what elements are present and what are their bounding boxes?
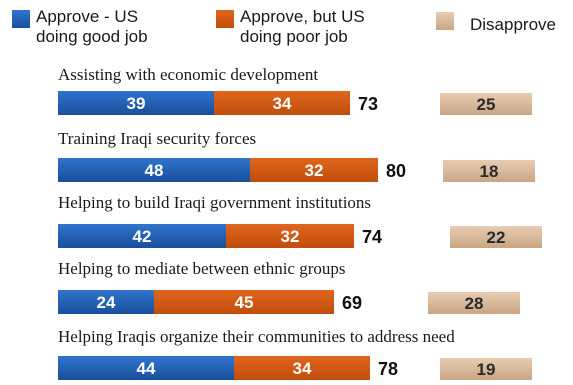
bar-value-label: 44 xyxy=(137,359,156,378)
disapprove-value-label: 18 xyxy=(480,162,499,181)
bar-value-label: 34 xyxy=(273,94,292,113)
bar-approve-good xyxy=(58,224,226,248)
category-label: Helping Iraqis organize their communitie… xyxy=(58,327,455,346)
total-label: 69 xyxy=(342,293,362,313)
bar-value-label: 32 xyxy=(305,161,324,180)
total-label: 80 xyxy=(386,161,406,181)
bar-disapprove xyxy=(443,160,535,182)
disapprove-value-label: 19 xyxy=(477,360,496,379)
category-label: Helping to build Iraqi government instit… xyxy=(58,193,371,212)
bar-approve-poor xyxy=(214,91,350,115)
chart-rows: Assisting with economic development 39 34 7… xyxy=(58,65,542,380)
bar-value-label: 48 xyxy=(145,161,164,180)
bar-approve-poor xyxy=(250,158,378,182)
bar-disapprove xyxy=(450,226,542,248)
chart-row: Helping to mediate between ethnic groups… xyxy=(58,259,520,314)
bar-value-label: 45 xyxy=(235,293,254,312)
bar-disapprove xyxy=(428,292,520,314)
bar-value-label: 34 xyxy=(293,359,312,378)
total-label: 73 xyxy=(358,94,378,114)
bar-approve-good xyxy=(58,290,154,314)
bar-approve-poor xyxy=(226,224,354,248)
bar-approve-good xyxy=(58,356,234,380)
bar-value-label: 32 xyxy=(281,227,300,246)
legend-swatch-approve-good xyxy=(12,10,30,28)
chart-row: Training Iraqi security forces 48 32 80 18 xyxy=(58,129,535,182)
legend-label-approve-good: Approve - US doing good job xyxy=(36,7,148,46)
category-label: Helping to mediate between ethnic groups xyxy=(58,259,346,278)
category-label: Training Iraqi security forces xyxy=(58,129,256,148)
chart-row: Helping to build Iraqi government instit… xyxy=(58,193,542,248)
bar-approve-good xyxy=(58,158,250,182)
disapprove-value-label: 22 xyxy=(487,228,506,247)
total-label: 74 xyxy=(362,227,382,247)
legend-swatch-disapprove xyxy=(436,12,454,30)
chart-row: Assisting with economic development 39 34 7… xyxy=(58,65,532,115)
bar-approve-good xyxy=(58,91,214,115)
bar-value-label: 24 xyxy=(97,293,116,312)
bar-disapprove xyxy=(440,358,532,380)
disapprove-value-label: 28 xyxy=(465,294,484,313)
disapprove-value-label: 25 xyxy=(477,95,496,114)
legend-label-disapprove: Disapprove xyxy=(470,15,556,34)
chart-row: Helping Iraqis organize their communitie… xyxy=(58,327,532,380)
total-label: 78 xyxy=(378,359,398,379)
bar-value-label: 39 xyxy=(127,94,146,113)
bar-value-label: 42 xyxy=(133,227,152,246)
bar-disapprove xyxy=(440,93,532,115)
legend-swatch-approve-poor xyxy=(216,10,234,28)
legend-label-approve-poor: Approve, but US doing poor job xyxy=(240,7,365,46)
category-label: Assisting with economic development xyxy=(58,65,318,84)
bar-approve-poor xyxy=(154,290,334,314)
chart-legend: Approve - US doing good job Approve, but U… xyxy=(12,7,556,46)
bar-approve-poor xyxy=(234,356,370,380)
